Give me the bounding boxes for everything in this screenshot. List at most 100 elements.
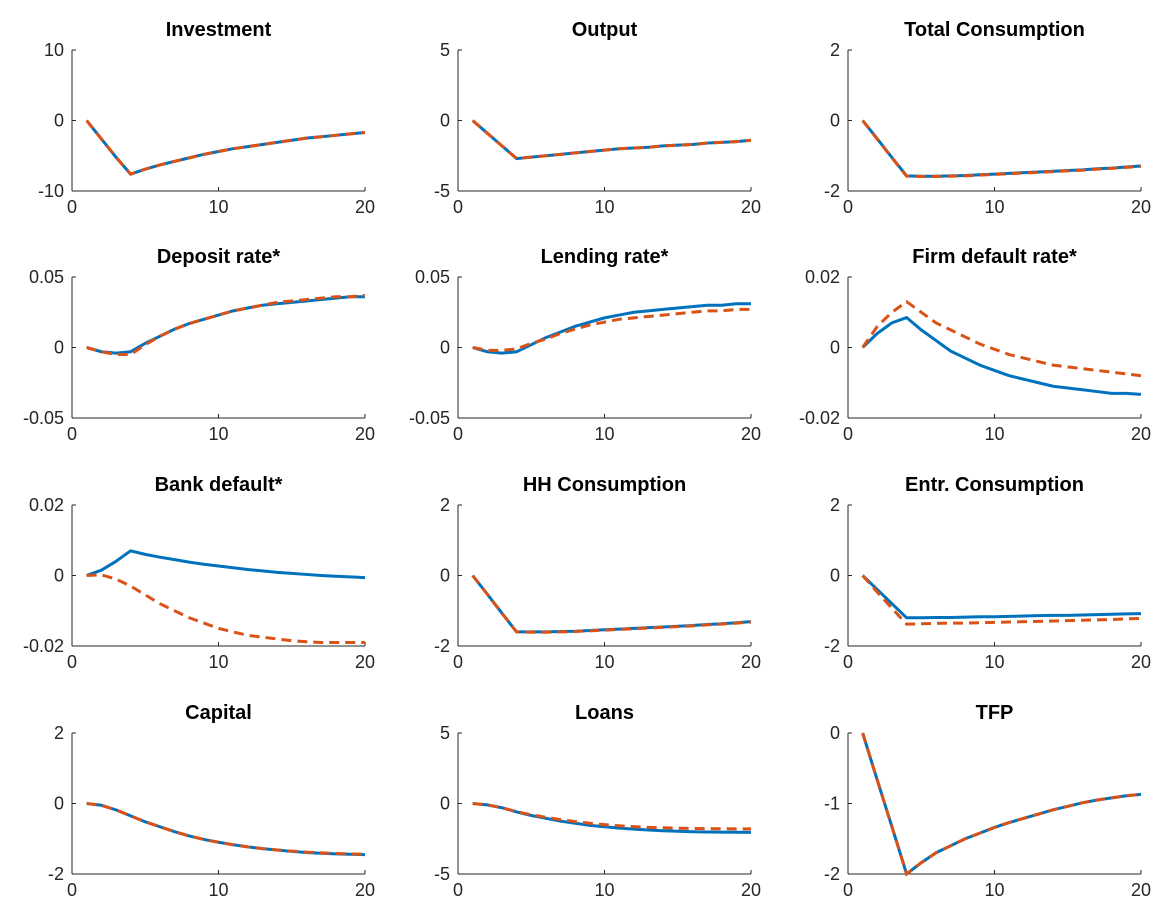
series-line: [861, 732, 1142, 877]
x-tick-label: 0: [453, 424, 463, 444]
series-line: [861, 299, 1142, 378]
y-tick-label: -1: [824, 794, 840, 814]
x-tick-label: 10: [208, 880, 228, 900]
subplot-title: Bank default*: [155, 474, 283, 496]
y-tick-label: -0.02: [23, 636, 64, 656]
series-line: [472, 802, 752, 834]
subplot-title: Loans: [575, 702, 634, 724]
series-line: [471, 119, 752, 161]
subplot-title: TFP: [976, 702, 1014, 724]
y-tick-label: 0: [54, 794, 64, 814]
y-tick-label: -5: [434, 864, 450, 884]
series-line: [86, 293, 366, 357]
x-tick-label: 0: [843, 652, 853, 672]
x-tick-label: 20: [355, 197, 375, 217]
y-tick-label: 0: [830, 111, 840, 131]
y-tick-label: 0: [440, 111, 450, 131]
y-tick-label: 2: [440, 495, 450, 515]
x-tick-label: 20: [355, 652, 375, 672]
y-tick-label: -0.05: [409, 408, 450, 428]
y-tick-label: -2: [824, 181, 840, 201]
y-tick-label: 2: [54, 723, 64, 743]
x-tick-label: 10: [208, 652, 228, 672]
y-tick-label: 2: [830, 495, 840, 515]
x-tick-label: 10: [208, 424, 228, 444]
y-tick-label: 0: [830, 566, 840, 586]
x-tick-label: 10: [594, 880, 614, 900]
x-tick-label: 0: [67, 880, 77, 900]
x-tick-label: 10: [594, 197, 614, 217]
series-line: [861, 119, 1142, 179]
y-tick-label: -2: [434, 636, 450, 656]
series-line: [86, 549, 366, 580]
x-tick-label: 0: [453, 652, 463, 672]
y-tick-label: -2: [824, 636, 840, 656]
subplot-title: Total Consumption: [904, 19, 1085, 41]
x-tick-label: 10: [594, 424, 614, 444]
series-line: [85, 119, 366, 176]
x-tick-label: 0: [843, 880, 853, 900]
x-tick-label: 20: [1131, 880, 1151, 900]
x-tick-label: 0: [67, 652, 77, 672]
x-tick-label: 10: [594, 652, 614, 672]
x-tick-label: 0: [843, 197, 853, 217]
series-line: [861, 574, 1142, 620]
series-line: [861, 574, 1142, 626]
y-tick-label: 0.02: [29, 495, 64, 515]
x-tick-label: 0: [67, 424, 77, 444]
series-line: [472, 302, 751, 355]
x-tick-label: 20: [741, 880, 761, 900]
y-tick-label: -0.05: [23, 408, 64, 428]
series-line: [861, 732, 1142, 877]
y-tick-label: 0: [440, 566, 450, 586]
y-tick-label: 0: [830, 723, 840, 743]
subplot-title: HH Consumption: [523, 474, 686, 496]
subplot-title: Investment: [166, 19, 272, 41]
y-tick-label: 5: [440, 723, 450, 743]
y-tick-label: 5: [440, 40, 450, 60]
y-tick-label: -2: [48, 864, 64, 884]
series-line: [86, 573, 365, 644]
series-line: [86, 295, 365, 355]
y-tick-label: 0: [54, 566, 64, 586]
y-tick-label: 0: [440, 794, 450, 814]
y-tick-label: 0.05: [415, 267, 450, 287]
y-tick-label: 10: [44, 40, 64, 60]
x-tick-label: 0: [843, 424, 853, 444]
subplot-title: Entr. Consumption: [905, 474, 1084, 496]
x-tick-label: 20: [1131, 424, 1151, 444]
y-tick-label: -5: [434, 181, 450, 201]
x-tick-label: 20: [1131, 652, 1151, 672]
y-tick-label: 0.02: [805, 267, 840, 287]
x-tick-label: 10: [984, 880, 1004, 900]
series-line: [471, 574, 752, 634]
y-tick-label: 0: [440, 338, 450, 358]
y-tick-label: 0: [54, 111, 64, 131]
y-tick-label: -0.02: [799, 408, 840, 428]
series-line: [85, 119, 366, 176]
series-line: [861, 315, 1142, 396]
x-tick-label: 10: [208, 197, 228, 217]
subplot-title: Capital: [185, 702, 252, 724]
y-tick-label: 2: [830, 40, 840, 60]
series-line: [471, 119, 752, 161]
x-tick-label: 10: [984, 652, 1004, 672]
y-tick-label: 0: [830, 338, 840, 358]
x-tick-label: 20: [741, 197, 761, 217]
series-line: [86, 802, 366, 857]
subplot-title: Lending rate*: [541, 246, 669, 268]
x-tick-label: 0: [453, 197, 463, 217]
x-tick-label: 20: [741, 652, 761, 672]
x-tick-label: 0: [453, 880, 463, 900]
subplot-title: Firm default rate*: [912, 246, 1077, 268]
series-line: [86, 802, 366, 856]
x-tick-label: 20: [1131, 197, 1151, 217]
x-tick-label: 20: [355, 424, 375, 444]
y-tick-label: 0: [54, 338, 64, 358]
y-tick-label: -2: [824, 864, 840, 884]
x-tick-label: 20: [355, 880, 375, 900]
y-tick-label: 0.05: [29, 267, 64, 287]
x-tick-label: 20: [741, 424, 761, 444]
x-tick-label: 10: [984, 197, 1004, 217]
